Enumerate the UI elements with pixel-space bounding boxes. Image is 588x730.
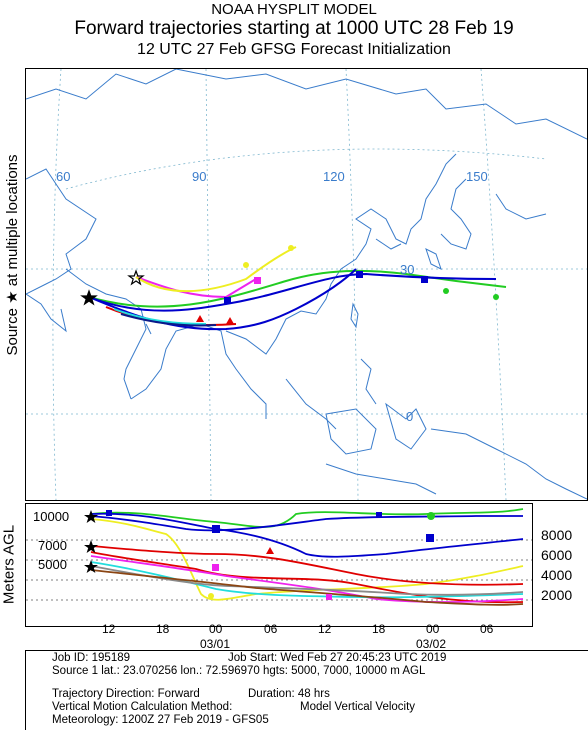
time-tick-00a: 00 — [209, 622, 223, 636]
time-tick-18b: 18 — [372, 622, 386, 636]
vertical-method-label: Vertical Motion Calculation Method: — [52, 701, 233, 713]
time-tick-18a: 18 — [156, 622, 170, 636]
time-tick-12a: 12 — [102, 622, 116, 636]
trajectory-direction: Trajectory Direction: Forward — [52, 688, 200, 700]
map-graticule — [26, 68, 587, 501]
meteorology-info: Meteorology: 1200Z 27 Feb 2019 - GFS05 — [52, 714, 269, 726]
lat-label-0: 0 — [406, 409, 414, 424]
source-level-7000: 7000 — [38, 538, 67, 553]
blue-upper-trajectory — [88, 272, 497, 312]
time-tick-06b: 06 — [480, 622, 494, 636]
trajectory-title: Forward trajectories starting at 1000 UT… — [74, 18, 514, 39]
profile-axis-label: Meters AGL — [0, 524, 18, 605]
job-info-footer — [25, 650, 588, 730]
forecast-subtitle: 12 UTC 27 Feb GFSG Forecast Initializati… — [137, 41, 451, 58]
lon-label-120: 120 — [323, 169, 345, 184]
right-level-2000: 2000 — [541, 587, 573, 603]
vertical-profile — [25, 503, 533, 627]
job-id: Job ID: 195189 — [52, 652, 131, 664]
profile-traces — [90, 508, 524, 606]
lon-label-60: 60 — [56, 169, 71, 184]
source-level-5000: 5000 — [38, 557, 67, 572]
right-level-8000: 8000 — [541, 527, 573, 543]
date-label-0302: 03/02 — [416, 637, 447, 651]
lat-label-30: 30 — [400, 262, 415, 277]
profile-gridlines — [26, 539, 532, 601]
time-tick-06a: 06 — [264, 622, 278, 636]
profile-source-stars — [84, 510, 98, 573]
cyan-trajectory — [113, 308, 207, 325]
yellow-trajectory — [135, 246, 297, 293]
profile-markers — [106, 510, 435, 600]
vertical-method-value: Model Vertical Velocity — [300, 701, 416, 713]
source-stars — [80, 269, 145, 306]
job-start: Job Start: Wed Feb 27 20:45:23 UTC 2019 — [228, 652, 447, 664]
time-tick-00b: 00 — [426, 622, 440, 636]
model-title: NOAA HYSPLIT MODEL — [211, 1, 377, 18]
source-info: Source 1 lat.: 23.070256 lon.: 72.596970… — [52, 665, 426, 677]
profile-canvas — [26, 508, 532, 606]
trajectory-markers — [196, 245, 499, 324]
navy-trajectory — [120, 313, 217, 327]
trajectory-map: 60 90 120 150 30 0 — [25, 68, 588, 501]
time-tick-12b: 12 — [318, 622, 332, 636]
right-level-6000: 6000 — [541, 547, 573, 563]
source-level-10000: 10000 — [33, 509, 70, 524]
trajectories — [88, 246, 507, 331]
duration: Duration: 48 hrs — [248, 688, 330, 700]
lon-label-150: 150 — [466, 169, 488, 184]
lon-label-90: 90 — [192, 169, 207, 184]
right-level-4000: 4000 — [541, 567, 573, 583]
green-trajectory — [88, 269, 507, 308]
map-canvas — [25, 68, 588, 501]
source-axis-label: Source ★ at multiple locations — [4, 154, 21, 356]
date-label-0301: 03/01 — [200, 637, 231, 651]
